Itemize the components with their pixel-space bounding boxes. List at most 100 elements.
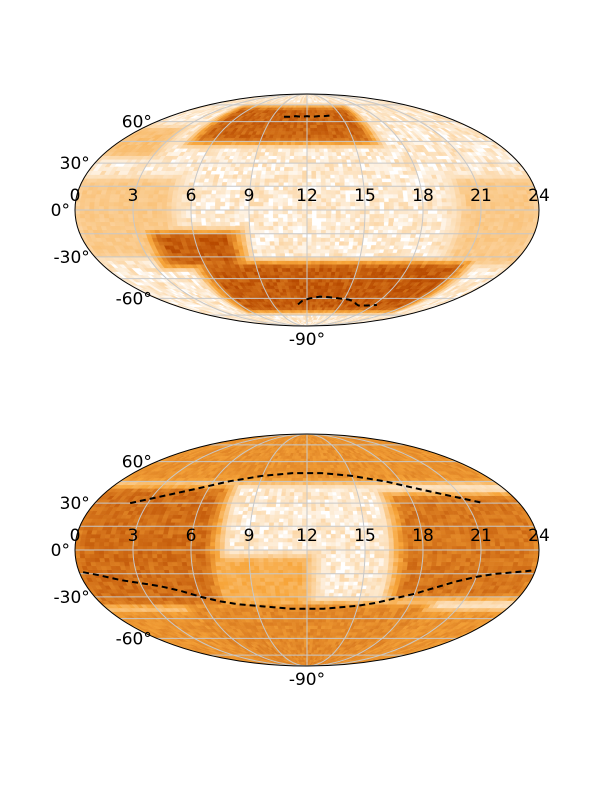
heatmap-cell	[294, 267, 300, 272]
heatmap-cell	[295, 134, 300, 139]
heatmap-cell	[494, 201, 501, 207]
heatmap-cell	[171, 217, 178, 223]
heatmap-cell	[225, 225, 232, 231]
heatmap-cell	[314, 134, 319, 139]
heatmap-cell	[311, 260, 316, 265]
heatmap-cell	[320, 174, 326, 179]
heatmap-cell	[147, 201, 153, 207]
heatmap-cell	[347, 166, 353, 171]
heatmap-cell	[271, 260, 278, 265]
heatmap-cell	[235, 229, 241, 234]
heatmap-cell	[152, 193, 159, 199]
heatmap-cell	[277, 267, 283, 272]
heatmap-cell	[295, 137, 300, 142]
heatmap-cell	[254, 189, 260, 195]
heatmap-cell	[355, 213, 361, 219]
heatmap-cell	[253, 209, 259, 215]
heatmap-cell	[306, 137, 312, 142]
heatmap-cell	[315, 151, 321, 156]
heatmap-cell	[306, 291, 311, 296]
heatmap-cell	[401, 186, 408, 191]
heatmap-cell	[480, 213, 486, 219]
heatmap-cell	[310, 281, 315, 286]
heatmap-cell	[137, 213, 144, 219]
heatmap-cell	[302, 151, 308, 156]
heatmap-cell	[215, 221, 222, 227]
heatmap-cell	[528, 209, 535, 215]
heatmap-cell	[306, 213, 313, 219]
heatmap-cell	[229, 193, 236, 199]
heatmap-cell	[436, 193, 442, 199]
heatmap-cell	[306, 256, 312, 261]
heatmap-cell	[297, 166, 303, 171]
heatmap-cell	[369, 221, 375, 227]
heatmap-cell	[378, 225, 384, 231]
heatmap-cell	[393, 197, 399, 203]
heatmap-cell	[335, 225, 341, 231]
heatmap-cell	[298, 278, 304, 283]
heatmap-cell	[513, 197, 520, 203]
heatmap-cell	[379, 213, 385, 219]
heatmap-cell	[335, 217, 341, 223]
heatmap-cell	[205, 221, 212, 227]
heatmap-cell	[288, 285, 294, 290]
heatmap-cell	[253, 201, 259, 207]
heatmap-cell	[234, 197, 240, 203]
heatmap-cell	[306, 134, 311, 139]
heatmap-cell	[282, 197, 288, 203]
heatmap-cell	[224, 217, 231, 223]
heatmap-cell	[282, 189, 289, 195]
heatmap-cell	[331, 264, 338, 269]
heatmap-cell	[176, 209, 182, 215]
heatmap-cell	[343, 245, 349, 250]
heatmap-cell	[283, 233, 289, 238]
heatmap-cell	[289, 159, 295, 164]
heatmap-cell	[509, 201, 515, 207]
heatmap-cell	[317, 281, 323, 286]
heatmap-cell	[316, 209, 322, 215]
heatmap-cell	[205, 217, 212, 223]
heatmap-cell	[340, 221, 346, 227]
heatmap-cell	[324, 249, 330, 254]
heatmap-cell	[132, 205, 139, 211]
heatmap-cell	[446, 197, 452, 203]
heatmap-cell	[283, 174, 289, 179]
heatmap-cell	[226, 182, 233, 187]
heatmap-cell	[455, 193, 462, 199]
heatmap-cell	[523, 213, 530, 219]
heatmap-cell	[363, 225, 370, 231]
heatmap-cell	[231, 233, 237, 238]
heatmap-cell	[234, 213, 240, 219]
heatmap-cell	[401, 229, 408, 234]
heatmap-cell	[504, 213, 511, 219]
heatmap-cell	[236, 174, 243, 179]
heatmap-cell	[287, 186, 294, 191]
heatmap-cell	[374, 209, 380, 215]
heatmap-cell	[402, 217, 409, 223]
heatmap-cell	[281, 148, 287, 153]
heatmap-cell	[236, 241, 243, 246]
heatmap-cell	[215, 201, 221, 207]
heatmap-cell	[344, 233, 350, 238]
heatmap-cell	[253, 217, 260, 223]
heatmap-cell	[349, 233, 355, 238]
heatmap-cell	[231, 178, 238, 183]
heatmap-cell	[289, 256, 295, 261]
heatmap-cell	[503, 217, 510, 223]
heatmap-cell	[299, 130, 304, 135]
heatmap-cell	[263, 209, 269, 215]
heatmap-cell	[103, 209, 110, 215]
heatmap-cell	[362, 155, 369, 160]
heatmap-cell	[297, 252, 303, 258]
heatmap-cell	[297, 213, 303, 219]
heatmap-cell	[261, 162, 268, 168]
heatmap-cell	[234, 217, 240, 223]
heatmap-cell	[211, 229, 218, 234]
heatmap-cell	[318, 137, 323, 142]
heatmap-cell	[301, 213, 308, 219]
heatmap-cell	[451, 217, 457, 223]
heatmap-cell	[411, 225, 418, 231]
heatmap-cell	[283, 245, 290, 250]
heatmap-cell	[303, 134, 308, 139]
heatmap-cell	[162, 217, 168, 223]
